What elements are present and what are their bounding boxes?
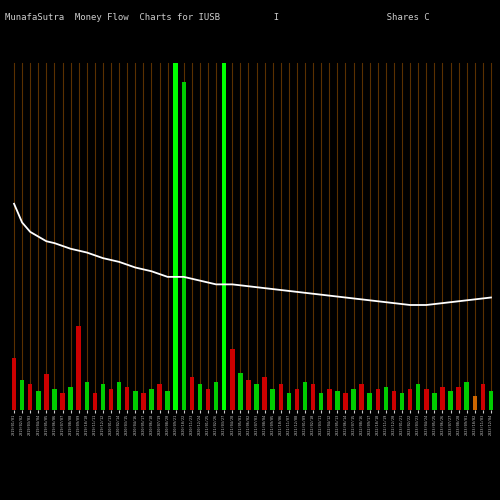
Bar bbox=[12, 358, 16, 410]
Bar bbox=[456, 386, 461, 410]
Bar bbox=[44, 374, 48, 410]
Bar bbox=[352, 390, 356, 410]
Bar bbox=[327, 390, 332, 410]
Bar bbox=[92, 393, 97, 410]
Bar bbox=[254, 384, 259, 410]
Bar bbox=[432, 393, 436, 410]
Bar bbox=[230, 349, 234, 410]
Bar bbox=[166, 391, 170, 410]
Bar bbox=[117, 382, 121, 410]
Bar bbox=[214, 382, 218, 410]
Bar bbox=[68, 386, 73, 410]
Bar bbox=[270, 390, 275, 410]
Bar bbox=[480, 384, 485, 410]
Bar bbox=[400, 393, 404, 410]
Bar bbox=[52, 390, 56, 410]
Bar bbox=[222, 63, 226, 410]
Bar bbox=[360, 384, 364, 410]
Bar bbox=[448, 391, 453, 410]
Bar bbox=[464, 382, 469, 410]
Bar bbox=[109, 390, 114, 410]
Bar bbox=[190, 377, 194, 410]
Bar bbox=[84, 382, 89, 410]
Bar bbox=[368, 393, 372, 410]
Bar bbox=[206, 390, 210, 410]
Bar bbox=[133, 391, 138, 410]
Bar bbox=[294, 390, 299, 410]
Bar bbox=[335, 391, 340, 410]
Bar bbox=[198, 384, 202, 410]
Bar bbox=[303, 382, 308, 410]
Bar bbox=[343, 393, 347, 410]
Bar bbox=[76, 326, 81, 410]
Bar bbox=[319, 393, 324, 410]
Bar bbox=[149, 390, 154, 410]
Bar bbox=[278, 384, 283, 410]
Bar bbox=[60, 393, 65, 410]
Bar bbox=[416, 384, 420, 410]
Bar bbox=[262, 377, 267, 410]
Bar bbox=[28, 384, 32, 410]
Bar bbox=[238, 372, 242, 410]
Text: MunafaSutra  Money Flow  Charts for IUSB          I                    Shares C: MunafaSutra Money Flow Charts for IUSB I… bbox=[5, 12, 430, 22]
Bar bbox=[141, 393, 146, 410]
Bar bbox=[286, 393, 291, 410]
Bar bbox=[182, 82, 186, 410]
Bar bbox=[488, 391, 493, 410]
Bar bbox=[311, 384, 316, 410]
Bar bbox=[158, 384, 162, 410]
Bar bbox=[408, 390, 412, 410]
Bar bbox=[36, 391, 40, 410]
Bar bbox=[246, 380, 250, 410]
Bar bbox=[100, 384, 105, 410]
Bar bbox=[392, 391, 396, 410]
Bar bbox=[384, 386, 388, 410]
Bar bbox=[424, 390, 428, 410]
Bar bbox=[20, 380, 24, 410]
Bar bbox=[440, 386, 444, 410]
Bar bbox=[174, 63, 178, 410]
Bar bbox=[125, 386, 130, 410]
Bar bbox=[376, 390, 380, 410]
Bar bbox=[472, 396, 477, 410]
